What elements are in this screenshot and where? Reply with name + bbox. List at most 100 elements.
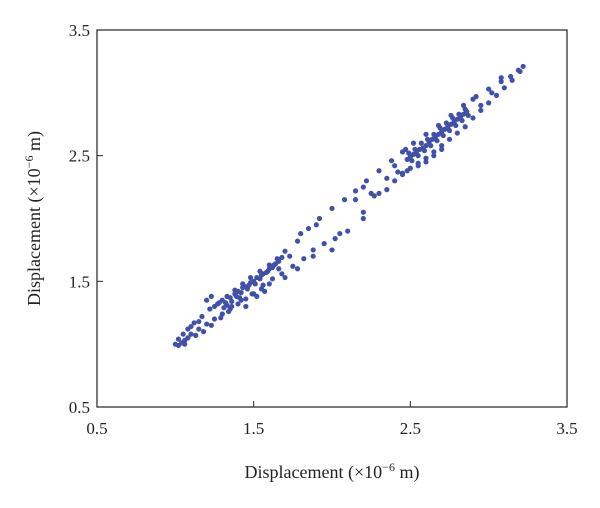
data-point bbox=[446, 127, 453, 134]
data-point bbox=[243, 296, 249, 302]
data-point bbox=[279, 254, 285, 261]
x-tick-label: 2.5 bbox=[400, 419, 421, 438]
data-point bbox=[243, 303, 249, 310]
data-point bbox=[470, 115, 476, 121]
data-point bbox=[211, 316, 218, 322]
data-point bbox=[345, 228, 351, 234]
data-point bbox=[403, 146, 409, 152]
data-point bbox=[459, 117, 465, 124]
data-point bbox=[200, 329, 207, 335]
data-point bbox=[199, 313, 205, 320]
data-point bbox=[229, 298, 235, 305]
data-point bbox=[254, 293, 260, 300]
data-point bbox=[431, 149, 437, 155]
data-point bbox=[437, 125, 443, 131]
data-point bbox=[462, 106, 468, 112]
data-point bbox=[450, 115, 456, 121]
data-point bbox=[360, 215, 366, 222]
data-point bbox=[188, 323, 194, 330]
data-point bbox=[363, 178, 370, 184]
data-point bbox=[235, 301, 241, 307]
data-point bbox=[240, 285, 246, 291]
data-point bbox=[266, 281, 272, 287]
data-point bbox=[423, 131, 429, 137]
data-point bbox=[478, 102, 484, 108]
data-point bbox=[446, 136, 453, 142]
data-point bbox=[180, 331, 186, 337]
data-point bbox=[406, 150, 412, 156]
data-point bbox=[265, 268, 271, 274]
data-point bbox=[498, 75, 504, 81]
data-point bbox=[226, 308, 232, 315]
data-point bbox=[376, 190, 382, 196]
data-point bbox=[423, 143, 429, 149]
data-point bbox=[424, 136, 431, 142]
data-point bbox=[418, 140, 424, 146]
data-point bbox=[423, 155, 429, 161]
data-point bbox=[321, 241, 327, 247]
data-point bbox=[341, 197, 348, 203]
data-point bbox=[421, 148, 428, 154]
data-point bbox=[196, 318, 202, 325]
data-point bbox=[329, 247, 335, 253]
data-point bbox=[193, 332, 199, 338]
data-point bbox=[415, 163, 421, 169]
data-point bbox=[279, 271, 285, 277]
y-axis-label-unit: m) bbox=[24, 131, 45, 156]
data-point bbox=[404, 168, 410, 174]
data-point bbox=[384, 187, 390, 193]
x-axis-label-exp: −6 bbox=[382, 460, 395, 474]
data-point bbox=[360, 184, 366, 190]
data-point bbox=[489, 90, 495, 96]
x-axis-label: Displacement (×10−6 m) bbox=[245, 460, 420, 483]
data-point bbox=[515, 67, 522, 73]
data-point bbox=[218, 315, 224, 321]
data-point bbox=[290, 263, 296, 269]
data-point bbox=[316, 215, 323, 222]
data-point bbox=[252, 281, 258, 287]
data-point bbox=[434, 137, 440, 144]
data-point bbox=[439, 143, 445, 149]
data-point bbox=[282, 274, 288, 281]
data-point bbox=[276, 266, 282, 272]
data-point bbox=[175, 336, 182, 342]
data-point bbox=[269, 276, 276, 282]
data-point bbox=[238, 297, 244, 303]
data-point bbox=[298, 230, 304, 237]
data-point bbox=[412, 146, 418, 152]
data-point bbox=[282, 248, 288, 254]
data-point bbox=[182, 341, 188, 347]
data-point bbox=[208, 322, 214, 328]
data-point bbox=[271, 262, 277, 268]
data-point bbox=[310, 253, 316, 259]
y-axis-label: Displacement (×10−6 m) bbox=[22, 131, 45, 306]
data-point bbox=[185, 335, 191, 341]
axis-ticks: 0.5 1.5 2.5 3.5 0.5 1.5 2.5 3.5 bbox=[69, 21, 578, 438]
data-point bbox=[395, 169, 401, 175]
data-point bbox=[229, 303, 235, 310]
data-point bbox=[368, 190, 374, 196]
data-point bbox=[360, 209, 366, 215]
data-point bbox=[305, 225, 312, 232]
data-point bbox=[431, 131, 437, 137]
data-point bbox=[443, 120, 449, 126]
data-point bbox=[399, 171, 406, 178]
data-point bbox=[188, 331, 194, 337]
data-point bbox=[337, 230, 343, 237]
data-point bbox=[392, 178, 398, 184]
data-point bbox=[440, 132, 446, 139]
y-tick-label: 3.5 bbox=[69, 21, 90, 40]
y-tick-label: 0.5 bbox=[69, 398, 90, 417]
data-point bbox=[493, 92, 500, 98]
data-point bbox=[208, 293, 214, 300]
y-axis-label-exp: −6 bbox=[22, 156, 36, 169]
data-point bbox=[410, 140, 417, 146]
data-point bbox=[294, 238, 301, 244]
x-axis-label-unit: m) bbox=[395, 462, 420, 483]
data-point bbox=[310, 247, 316, 253]
data-point bbox=[332, 236, 338, 242]
data-point bbox=[276, 258, 282, 264]
data-point bbox=[247, 274, 254, 281]
y-tick-label: 2.5 bbox=[69, 147, 90, 166]
